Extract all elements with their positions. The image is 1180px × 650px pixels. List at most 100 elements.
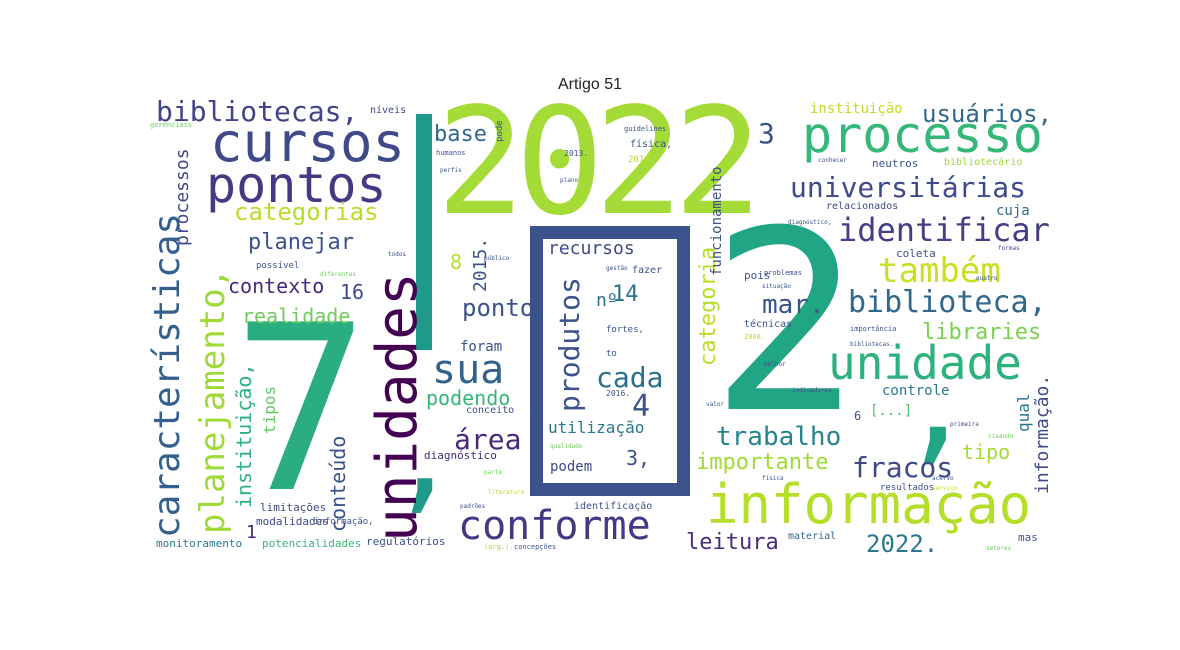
word-informacao-vertical: informação. bbox=[1032, 374, 1053, 494]
word-instituicao-vertical: instituição, bbox=[232, 363, 256, 509]
word-cuja: cuja bbox=[996, 203, 1030, 219]
number-16: 16 bbox=[340, 280, 365, 304]
word-cursos: cursos bbox=[210, 111, 406, 174]
word-qual: qual bbox=[1014, 393, 1033, 432]
word-identificar: identificar bbox=[838, 211, 1050, 249]
word-utilizacao: utilização bbox=[548, 418, 645, 437]
word-to: to bbox=[606, 349, 617, 359]
word-setores: setores bbox=[986, 545, 1012, 552]
word-perfis: perfis bbox=[440, 167, 462, 174]
word-libraries: libraries bbox=[922, 320, 1042, 345]
word-diferentes: diferentes bbox=[320, 271, 357, 278]
word-biblioteca: biblioteca, bbox=[848, 285, 1047, 320]
word-plano: plano bbox=[560, 177, 579, 184]
word-limitacoes: limitações bbox=[260, 501, 327, 514]
word-org: (org.). bbox=[484, 543, 514, 551]
word-monitoramento: monitoramento bbox=[156, 537, 243, 550]
word-planejamento: planejamento, bbox=[193, 267, 233, 534]
word-no: nº bbox=[596, 290, 618, 311]
word-controle: controle bbox=[882, 383, 950, 399]
word-2022: 2022 bbox=[436, 96, 762, 248]
word-recursos: recursos bbox=[548, 238, 635, 259]
word-ponto: ponto bbox=[462, 294, 535, 322]
word-regulatorios: regulatórios bbox=[366, 535, 446, 548]
word-podem: podem bbox=[550, 459, 593, 475]
word-material: material bbox=[788, 531, 837, 542]
word-2016: 2016. bbox=[628, 155, 656, 165]
word-pois: pois bbox=[744, 269, 771, 282]
word-comma-2: , bbox=[898, 325, 977, 477]
word-caracteristicas: características bbox=[150, 212, 188, 538]
word-pontos: pontos bbox=[206, 156, 387, 214]
word-humanos: humanos bbox=[436, 149, 466, 157]
word-qualidade: qualidade bbox=[550, 443, 583, 450]
word-problemas: problemas bbox=[764, 269, 802, 277]
word-relacionados: relacionados bbox=[826, 201, 899, 212]
number-4: 4 bbox=[632, 389, 651, 424]
word-primeira: primeira bbox=[950, 421, 979, 428]
word-processo: processo bbox=[802, 106, 1043, 164]
word-comma-7: , bbox=[388, 386, 461, 525]
word-gestao: gestão bbox=[606, 265, 628, 272]
number-1: 1 bbox=[246, 522, 257, 543]
word-cloud: 2022 7 , 2 , cursos pontos processo info… bbox=[150, 96, 1060, 558]
word-informacao: informação bbox=[706, 473, 1032, 536]
teal-bar-glyph bbox=[416, 114, 432, 350]
word-mas: mas bbox=[1018, 531, 1038, 544]
word-leitura: leitura bbox=[686, 530, 779, 555]
number-8: 8 bbox=[450, 250, 463, 274]
word-acervo: acervo bbox=[932, 475, 954, 482]
word-produtos: produtos bbox=[553, 277, 586, 412]
word-fortes: fortes, bbox=[606, 325, 644, 335]
word-base: base bbox=[434, 122, 487, 147]
word-gerenciais: gerenciais bbox=[150, 121, 193, 129]
word-universitarias: universitárias bbox=[790, 171, 1027, 204]
word-todos: todos bbox=[388, 251, 407, 258]
word-bibliotecas: bibliotecas, bbox=[156, 96, 359, 128]
word-tipos: tipos bbox=[260, 385, 279, 434]
word-2: 2 bbox=[710, 177, 861, 468]
word-fisica: física, bbox=[630, 139, 673, 150]
word-indicadores: indicadores bbox=[792, 387, 832, 394]
word-7: 7 bbox=[232, 277, 371, 544]
word-usuarios: usuários, bbox=[922, 100, 1053, 128]
word-valor: valor bbox=[706, 401, 725, 408]
word-possivel: possível bbox=[256, 261, 300, 271]
word-servico: serviço bbox=[932, 485, 958, 492]
word-2006: 2006. bbox=[744, 333, 766, 341]
word-mar: mar. bbox=[762, 290, 825, 320]
number-3-comma: 3, bbox=[626, 446, 651, 470]
word-importante: importante bbox=[696, 450, 829, 475]
word-potencialidades: potencialidades bbox=[262, 537, 362, 550]
word-niveis-vertical: pode bbox=[495, 120, 505, 142]
number-3: 3 bbox=[758, 117, 775, 150]
word-padroes: padrões bbox=[460, 503, 486, 510]
word-concepcoes: concepções bbox=[514, 543, 557, 551]
word-diagnostico-small: diagnóstico, bbox=[788, 219, 832, 226]
word-fazer: fazer bbox=[632, 265, 663, 276]
word-bibliotecas-small: bibliotecas. bbox=[850, 341, 894, 348]
word-publico: público bbox=[484, 255, 510, 262]
word-cada: cada bbox=[596, 361, 664, 394]
word-niveis: níveis bbox=[370, 105, 407, 116]
word-trabalho: trabalho bbox=[716, 422, 842, 452]
word-tambem: também bbox=[878, 251, 1001, 291]
word-importancia: importância bbox=[850, 325, 897, 333]
box-glyph bbox=[530, 226, 690, 496]
word-foram: foram bbox=[460, 339, 503, 355]
word-tecnicas: técnicas bbox=[744, 319, 793, 330]
word-unidades: unidades bbox=[365, 272, 430, 542]
word-situacao: situação bbox=[762, 283, 791, 290]
number-6: 6 bbox=[854, 409, 862, 423]
word-instituicao-top: instituição bbox=[810, 101, 903, 117]
word-realidade: realidade bbox=[242, 304, 351, 328]
word-sua: sua bbox=[432, 347, 505, 393]
word-coleta: coleta bbox=[896, 247, 936, 260]
word-area: área bbox=[454, 423, 522, 456]
chart-title: Artigo 51 bbox=[557, 76, 623, 93]
word-conforme: conforme bbox=[458, 503, 651, 549]
word-melhor: melhor bbox=[764, 361, 786, 368]
word-funcionamento: funcionamento bbox=[709, 166, 725, 276]
word-categorias: categorias bbox=[234, 198, 379, 226]
word-modalidades: modalidades bbox=[256, 515, 329, 528]
